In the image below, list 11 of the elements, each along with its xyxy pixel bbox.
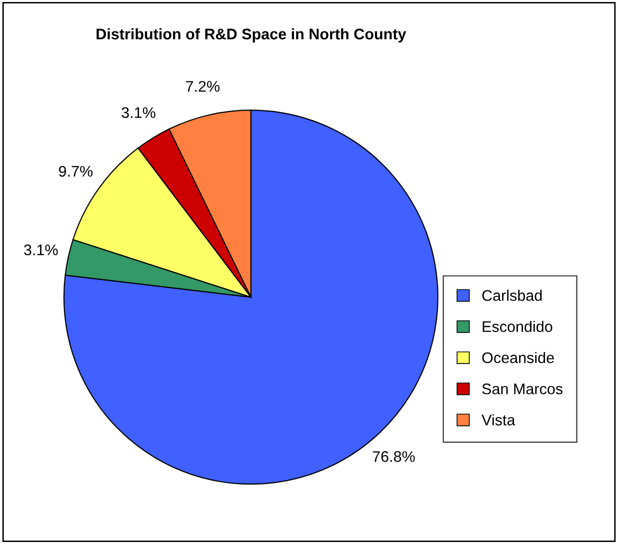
chart-title: Distribution of R&D Space in North County bbox=[96, 28, 406, 42]
data-label: 9.7% bbox=[58, 166, 93, 177]
legend-label: Vista bbox=[482, 414, 516, 426]
data-label: 3.1% bbox=[24, 244, 58, 256]
legend-label: Oceanside bbox=[482, 352, 554, 364]
data-label: 76.8% bbox=[372, 451, 415, 462]
legend-label: San Marcos bbox=[482, 383, 562, 394]
data-label: 7.2% bbox=[186, 80, 220, 92]
data-label: 3.1% bbox=[122, 107, 156, 118]
legend-label: Carlsbad bbox=[482, 290, 542, 301]
legend-label: Escondido bbox=[482, 320, 552, 332]
